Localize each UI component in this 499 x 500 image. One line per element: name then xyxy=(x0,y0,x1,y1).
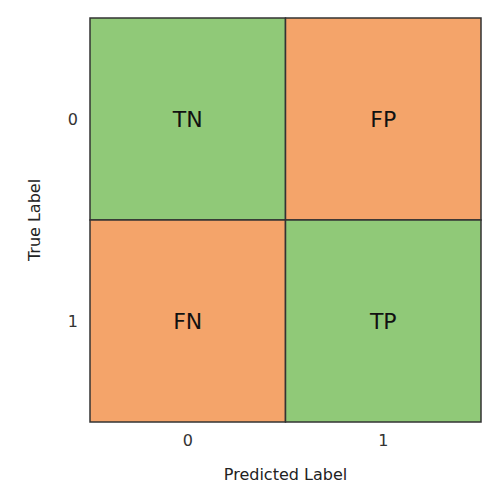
y-tick-label: 0 xyxy=(68,110,78,129)
cell xyxy=(90,18,286,220)
chart: TN FP FN TP 0 1 0 1 Predicted Label True Label xyxy=(0,0,499,500)
cell xyxy=(90,220,286,422)
axes: 0 1 0 1 Predicted Label True Label xyxy=(25,110,388,485)
x-axis-label: Predicted Label xyxy=(224,465,347,484)
y-tick-label: 1 xyxy=(68,312,78,331)
cell-label: FN xyxy=(173,309,202,334)
chart-container: TN FP FN TP 0 1 0 1 Predicted Label True Label xyxy=(0,0,499,500)
cell-label: TN xyxy=(172,107,203,132)
x-tick-label: 0 xyxy=(183,431,193,450)
cells xyxy=(90,18,481,422)
cell xyxy=(286,18,482,220)
x-tick-label: 1 xyxy=(378,431,388,450)
cell-label: TP xyxy=(369,309,397,334)
cell xyxy=(286,220,482,422)
cell-labels: TN FP FN TP xyxy=(172,107,397,334)
y-axis-label: True Label xyxy=(25,179,44,262)
cell-label: FP xyxy=(370,107,396,132)
